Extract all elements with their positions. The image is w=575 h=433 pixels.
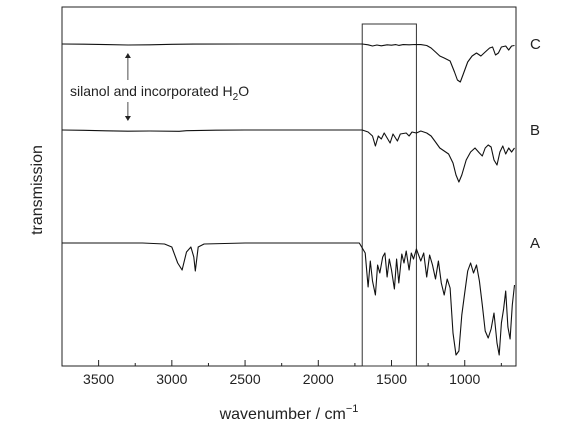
annotation-main: silanol and incorporated H (70, 83, 233, 99)
trace-label-C: C (530, 36, 541, 53)
series-B-line (61, 129, 515, 183)
annotation-layer: silanol and incorporated H2O (70, 53, 249, 121)
highlight-box (361, 23, 417, 367)
series-C-line (61, 43, 515, 83)
trace-label-B: B (530, 122, 540, 139)
x-axis-title-superscript: −1 (346, 403, 359, 415)
arrow-up-head-icon (124, 53, 131, 58)
x-axis-title: wavenumber / cm−1 (219, 403, 359, 423)
x-axis-title-main: wavenumber / cm (219, 406, 346, 423)
x-tick-label-1000: 1000 (449, 371, 480, 387)
x-tick-label-1500: 1500 (376, 371, 407, 387)
series-A-line (62, 242, 516, 356)
plot-border (61, 6, 517, 367)
highlight-region (361, 23, 417, 367)
x-tick-label-2500: 2500 (229, 371, 260, 387)
y-axis-title: transmission (29, 145, 46, 235)
x-tick-label-2000: 2000 (303, 371, 334, 387)
x-axis-ticks: 3500 3000 2500 2000 1500 1000 (61, 360, 502, 387)
plot-frame (61, 6, 517, 367)
trace-labels: C B A (530, 36, 541, 252)
x-tick-label-3500: 3500 (83, 371, 114, 387)
annotation-text: silanol and incorporated H2O (70, 83, 249, 103)
trace-label-A: A (530, 235, 540, 252)
axis-titles: wavenumber / cm−1 transmission (29, 145, 358, 423)
x-tick-label-3000: 3000 (156, 371, 187, 387)
series-layer (61, 43, 516, 356)
annotation-subscript: 2 (233, 92, 239, 103)
annotation-suffix: O (238, 83, 249, 99)
arrow-down-head-icon (124, 116, 131, 121)
